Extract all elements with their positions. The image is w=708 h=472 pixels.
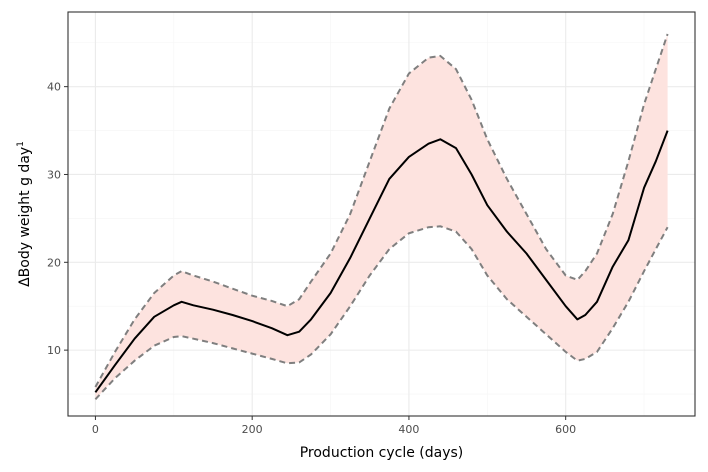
y-tick-label: 20 — [47, 256, 61, 269]
y-tick-label: 40 — [47, 81, 61, 94]
upper-bound-line — [94, 33, 669, 388]
confidence-band — [95, 34, 668, 400]
x-axis-ticks: 0 200 400 600 — [92, 416, 576, 436]
y-tick-label: 10 — [47, 344, 61, 357]
y-axis-title-text: ΔBody weight g day — [17, 147, 33, 287]
x-tick-label: 0 — [92, 423, 99, 436]
y-axis-title: ΔBody weight g day1 — [16, 141, 33, 287]
y-tick-label: 30 — [47, 168, 61, 181]
x-tick-label: 400 — [398, 423, 419, 436]
band-area — [95, 34, 668, 400]
x-axis-title: Production cycle (days) — [300, 445, 464, 461]
y-axis-ticks: 10 20 30 40 — [47, 81, 68, 357]
series-lines — [94, 33, 669, 400]
panel-border — [67, 11, 696, 417]
x-tick-label: 200 — [242, 423, 263, 436]
y-axis-title-superscript: 1 — [16, 141, 26, 147]
x-tick-label: 600 — [555, 423, 576, 436]
mean-line — [94, 130, 669, 393]
